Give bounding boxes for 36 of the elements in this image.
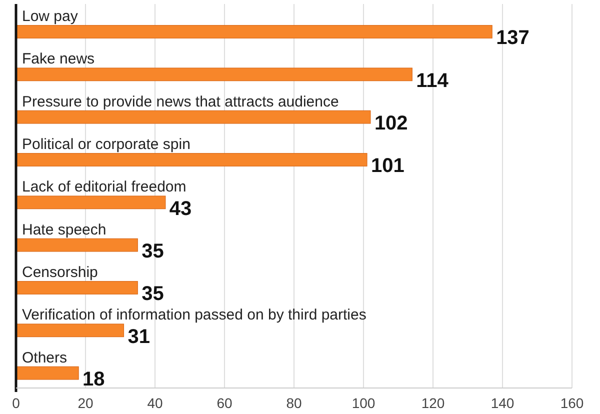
bar <box>16 68 412 82</box>
bar <box>16 25 492 38</box>
data-label: 102 <box>374 112 408 134</box>
bar <box>16 281 138 294</box>
data-label: 18 <box>82 368 105 390</box>
data-label: 114 <box>416 70 450 92</box>
y-tick-label: Censorship <box>22 264 98 282</box>
y-tick-label: Hate speech <box>22 221 106 238</box>
y-tick-label: Pressure to provide news that attracts audience <box>22 93 339 110</box>
bar <box>16 110 371 124</box>
data-label: 137 <box>496 27 530 50</box>
x-tick-label: 0 <box>12 395 20 411</box>
x-tick-label: 160 <box>560 395 584 411</box>
y-tick-label: Others <box>22 349 68 366</box>
x-tick-label: 40 <box>147 395 163 411</box>
x-tick-label: 120 <box>421 395 445 411</box>
y-tick-label: Verification of information passed on by third parties <box>22 306 366 324</box>
y-tick-label: Political or corporate spin <box>22 136 190 154</box>
bar <box>16 238 138 252</box>
x-tick-label: 60 <box>216 395 232 411</box>
data-label: 35 <box>142 240 164 262</box>
data-label: 35 <box>142 283 164 306</box>
data-label: 101 <box>370 155 404 178</box>
y-tick-label: Lack of editorial freedom <box>22 178 186 196</box>
bar <box>16 366 79 380</box>
y-tick-label: Low pay <box>22 8 78 26</box>
x-tick-label: 20 <box>78 395 94 411</box>
x-tick-label: 140 <box>490 395 514 411</box>
bar <box>16 196 166 210</box>
data-label: 43 <box>169 198 192 220</box>
data-label: 31 <box>128 326 150 348</box>
x-tick-label: 100 <box>352 395 376 411</box>
bar <box>16 324 124 338</box>
x-tick-label: 80 <box>286 395 302 411</box>
y-tick-label: Fake news <box>22 50 95 68</box>
bar <box>16 153 368 166</box>
